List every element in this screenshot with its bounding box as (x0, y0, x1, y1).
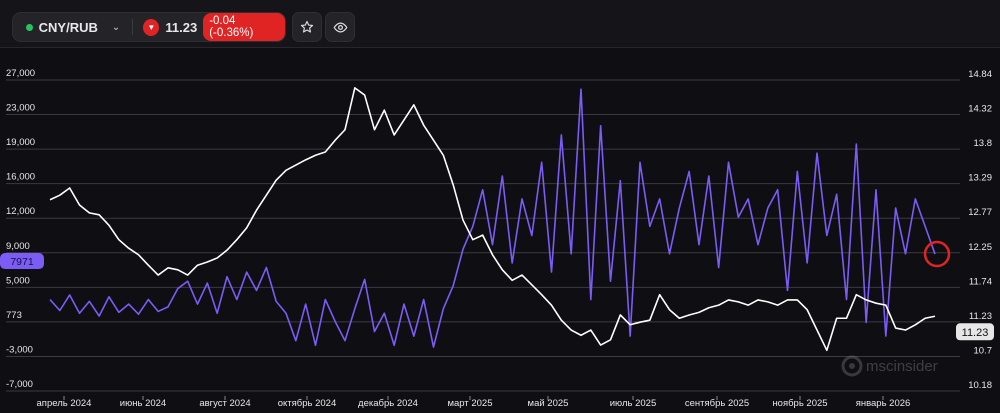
x-axis-tick: ноябрь 2025 (772, 398, 827, 409)
right-axis-tick: 11.23 (969, 311, 992, 322)
eye-icon (333, 21, 347, 33)
left-axis-tick: 19,000 (6, 137, 35, 148)
change-badge: -0.04 (-0.36%) (203, 13, 285, 41)
status-dot-icon (26, 23, 33, 31)
x-axis-tick: январь 2026 (856, 398, 911, 409)
left-axis-tick: 773 (6, 310, 22, 321)
x-axis-tick: март 2025 (447, 398, 492, 409)
price-axis-label-bg (956, 323, 994, 341)
price-value: 11.23 (165, 19, 198, 35)
chevron-down-icon[interactable]: ⌄ (111, 21, 121, 33)
x-axis-tick: декабрь 2024 (358, 398, 418, 409)
left-axis-tick: 23,000 (6, 103, 35, 114)
right-axis-tick: 11.74 (969, 276, 992, 287)
left-axis-tick: 5,000 (6, 275, 30, 286)
toolbar: CNY/RUB ⌄ ▼ 11.23 -0.04 (-0.36%) (0, 0, 1000, 48)
ticker-pill: CNY/RUB ⌄ ▼ 11.23 -0.04 (-0.36%) (12, 12, 286, 42)
right-axis-tick: 13.8 (974, 138, 993, 149)
x-axis-tick: апрель 2024 (37, 398, 92, 409)
price-axis-label: 11.23 (962, 327, 989, 339)
symbol-label[interactable]: CNY/RUB (38, 19, 98, 35)
price-line (49, 87, 936, 352)
last-point-marker (923, 240, 951, 268)
favorite-button[interactable] (292, 12, 322, 42)
right-axis-tick: 14.32 (968, 104, 992, 115)
x-axis-tick: май 2025 (528, 398, 569, 409)
volume-axis-label-bg (0, 253, 44, 270)
right-axis-tick: 10.18 (968, 380, 992, 391)
divider (132, 19, 134, 35)
left-axis-tick: 12,000 (6, 206, 35, 217)
watch-button[interactable] (325, 12, 355, 42)
left-axis-tick: -7,000 (6, 379, 33, 390)
volume-axis-label: 7971 (10, 256, 34, 268)
triangle-down-icon: ▼ (143, 18, 160, 36)
x-axis-tick: август 2024 (199, 398, 250, 409)
svg-text:mscinsider: mscinsider (866, 358, 938, 375)
right-axis-tick: 12.25 (968, 242, 992, 253)
star-icon (300, 20, 314, 33)
right-axis-tick: 10.7 (974, 345, 993, 356)
watermark-logo: mscinsider (841, 355, 938, 377)
left-axis-tick: -3,000 (6, 344, 33, 355)
left-axis-tick: 16,000 (6, 172, 35, 183)
x-axis-tick: сентябрь 2025 (685, 398, 749, 409)
right-axis-tick: 14.84 (968, 69, 992, 80)
left-axis-tick: 27,000 (6, 68, 35, 79)
volume-line (49, 88, 936, 348)
x-axis-tick: июнь 2024 (120, 398, 166, 409)
right-axis-tick: 12.77 (968, 207, 992, 218)
right-axis-tick: 13.29 (968, 173, 992, 184)
x-axis-tick: октябрь 2024 (278, 398, 337, 409)
left-axis-tick: 9,000 (6, 241, 30, 252)
x-axis-tick: июль 2025 (610, 398, 657, 409)
